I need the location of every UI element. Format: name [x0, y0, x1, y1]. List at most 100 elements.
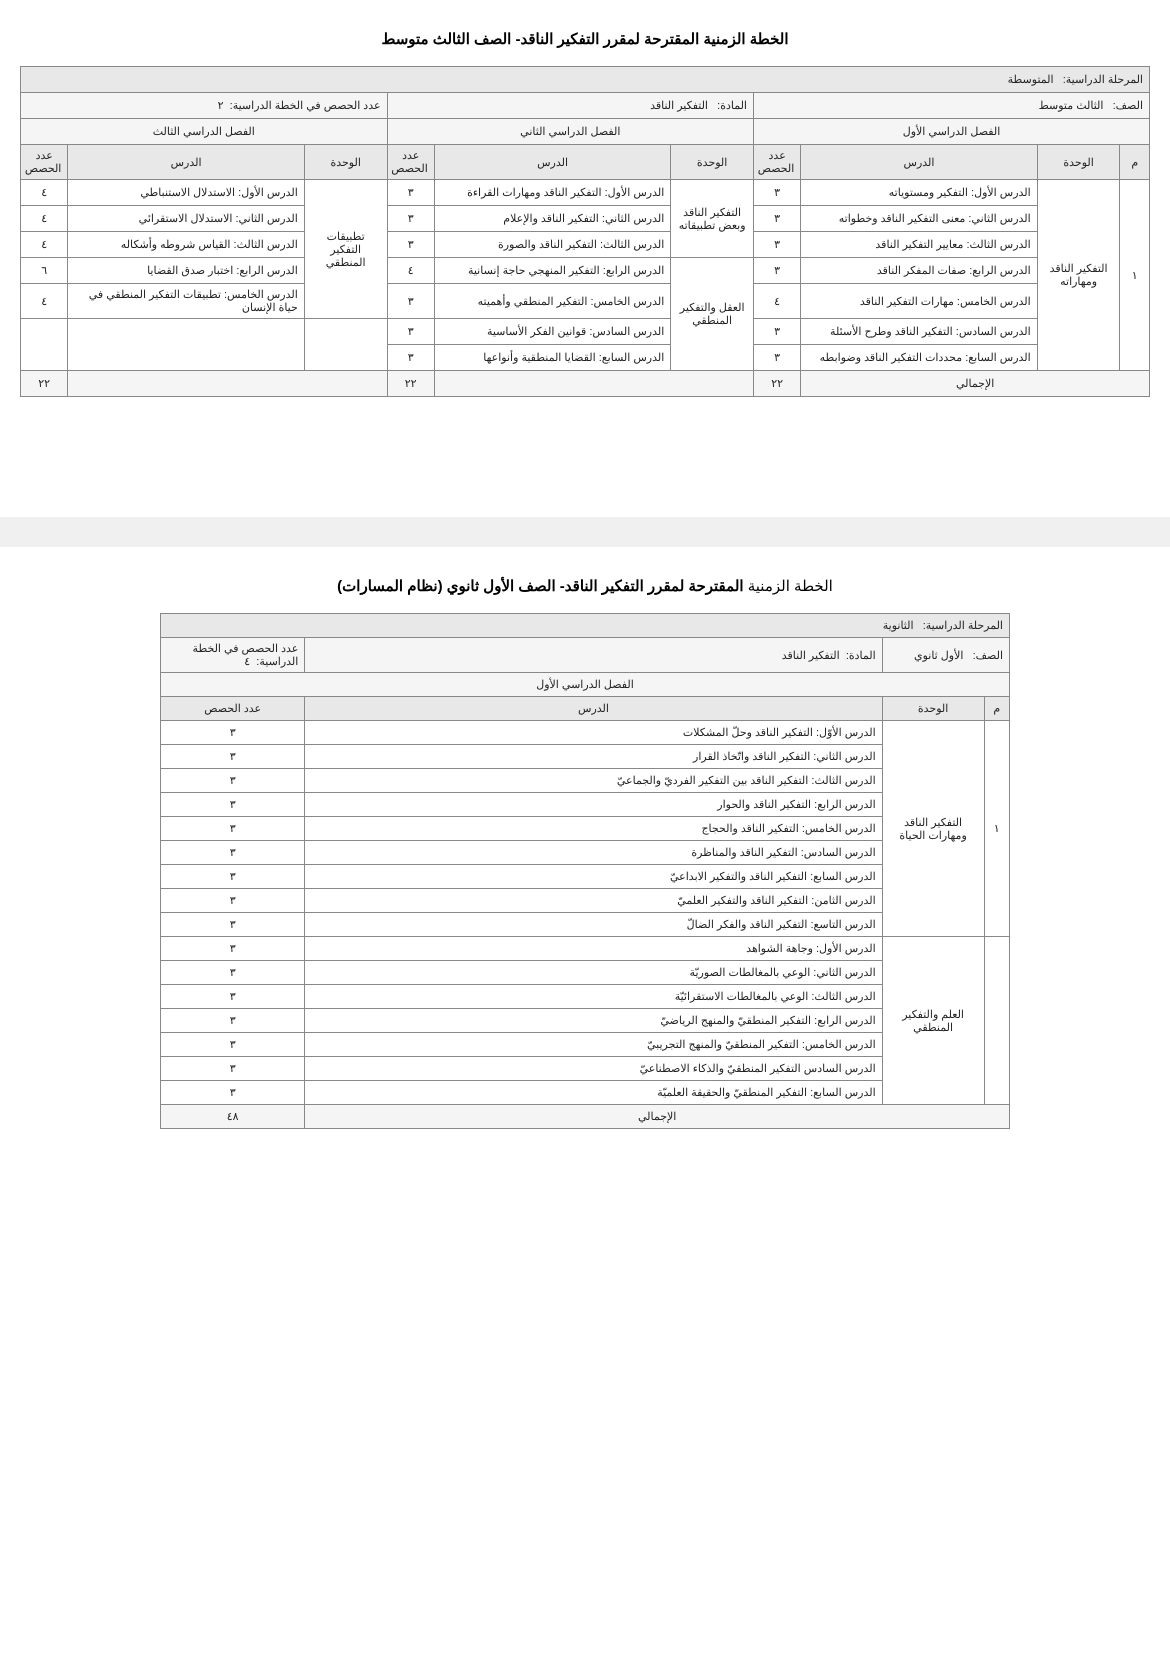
table-row: الدرس الثاني: الوعي بالمغالطات الصوريّة٣ — [161, 961, 1010, 985]
hours-cell: ٣ — [754, 206, 801, 232]
hours-cell: ٣ — [161, 793, 305, 817]
sem2-unit1: التفكير الناقد وبعض تطبيقاته — [671, 180, 754, 258]
col-hours-2: عدد الحصص — [387, 145, 434, 180]
lesson-cell: الدرس السابع: القضايا المنطقية وأنواعها — [434, 345, 670, 371]
page-1: الخطة الزمنية المقترحة لمقرر التفكير الن… — [0, 0, 1170, 477]
col-num: م — [1120, 145, 1150, 180]
lesson-cell: الدرس الثامن: التفكير الناقد والتفكير ال… — [305, 889, 882, 913]
page-2: الخطة الزمنية المقترحة لمقرر التفكير الن… — [0, 547, 1170, 1209]
col-unit-3: الوحدة — [304, 145, 387, 180]
hours-cell: ٣ — [161, 1057, 305, 1081]
table-row: الدرس السابع: التفكير الناقد والتفكير ال… — [161, 865, 1010, 889]
table-row: الدرس الثاني: التفكير الناقد واتّخاذ الق… — [161, 745, 1010, 769]
lesson-cell: الدرس الرابع: اختبار صدق القضايا — [68, 258, 304, 284]
sem1-unit: التفكير الناقد ومهاراته — [1037, 180, 1120, 371]
grade-cell: الصف: الثالث متوسط — [754, 93, 1150, 119]
col-hours: عدد الحصص — [161, 697, 305, 721]
total-row: الإجمالي ٤٨ — [161, 1105, 1010, 1129]
lesson-cell: الدرس الخامس: التفكير الناقد والحجاج — [305, 817, 882, 841]
table-row: الدرس الرابع: التفكير المنطقيّ والمنهج ا… — [161, 1009, 1010, 1033]
col-num: م — [984, 697, 1009, 721]
table-row: الدرس الثالث: الوعي بالمغالطات الاستقرائ… — [161, 985, 1010, 1009]
hours-cell: ٣ — [754, 232, 801, 258]
lesson-cell: الدرس التاسع: التفكير الناقد والفكر الضا… — [305, 913, 882, 937]
lesson-cell: الدرس السادس: التفكير الناقد والمناظرة — [305, 841, 882, 865]
hours-cell: ٣ — [161, 889, 305, 913]
lesson-cell: الدرس الرابع: التفكير الناقد والحوار — [305, 793, 882, 817]
hours-cell: ٣ — [387, 206, 434, 232]
table-row: الدرس الخامس: مهارات التفكير الناقد ٤ ال… — [21, 284, 1150, 319]
grade-cell: الصف: الأول ثانوي — [882, 638, 1009, 673]
sem-header: الفصل الدراسي الأول — [161, 673, 1010, 697]
lesson-cell: الدرس الرابع: التفكير المنطقيّ والمنهج ا… — [305, 1009, 882, 1033]
table-row: ١ التفكير الناقد ومهارات الحياة الدرس ال… — [161, 721, 1010, 745]
hours-cell: ٣ — [161, 769, 305, 793]
lesson-cell: الدرس الثالث: التفكير الناقد بين التفكير… — [305, 769, 882, 793]
col-lesson: الدرس — [305, 697, 882, 721]
table2: المرحلة الدراسية: الثانوية الصف: الأول ث… — [160, 613, 1010, 1129]
empty-cell — [304, 319, 387, 371]
col-hours-3: عدد الحصص — [21, 145, 68, 180]
hours-cell: ٣ — [161, 865, 305, 889]
hours-cell: ٤ — [21, 180, 68, 206]
hours-cell: ٣ — [161, 841, 305, 865]
table-row: الدرس الرابع: صفات المفكر الناقد ٣ العقل… — [21, 258, 1150, 284]
table-row: الدرس الثامن: التفكير الناقد والتفكير ال… — [161, 889, 1010, 913]
table1: المرحلة الدراسية: المتوسطة الصف: الثالث … — [20, 66, 1150, 397]
lesson-cell: الدرس الخامس: مهارات التفكير الناقد — [801, 284, 1037, 319]
sem3-header: الفصل الدراسي الثالث — [21, 119, 388, 145]
lesson-cell: الدرس السادس: التفكير الناقد وطرح الأسئل… — [801, 319, 1037, 345]
table-row: الدرس الرابع: التفكير الناقد والحوار٣ — [161, 793, 1010, 817]
row-num: ١ — [984, 721, 1009, 937]
lesson-cell: الدرس السابع: محددات التفكير الناقد وضوا… — [801, 345, 1037, 371]
hours-cell: ٤ — [21, 232, 68, 258]
table-row: الدرس السادس: التفكير الناقد والمناظرة٣ — [161, 841, 1010, 865]
hours-cell: ٣ — [387, 319, 434, 345]
subject-cell: المادة: التفكير الناقد — [387, 93, 753, 119]
total-1: ٢٢ — [754, 371, 801, 397]
lesson-cell: الدرس السادس التفكير المنطقيّ والذكاء ال… — [305, 1057, 882, 1081]
hours-cell: ٣ — [754, 180, 801, 206]
total-3: ٢٢ — [21, 371, 68, 397]
lesson-cell: الدرس الثاني: التفكير الناقد والإعلام — [434, 206, 670, 232]
table-row: الدرس الثالث: معايير التفكير الناقد ٣ ال… — [21, 232, 1150, 258]
lesson-cell: الدرس الثالث: معايير التفكير الناقد — [801, 232, 1037, 258]
lesson-cell: الدرس السادس: قوانين الفكر الأساسية — [434, 319, 670, 345]
row-num: ١ — [1120, 180, 1150, 371]
lesson-cell: الدرس الثاني: الوعي بالمغالطات الصوريّة — [305, 961, 882, 985]
lesson-cell: الدرس الخامس: التفكير المنطقيّ والمنهج ا… — [305, 1033, 882, 1057]
lesson-cell: الدرس الرابع: صفات المفكر الناقد — [801, 258, 1037, 284]
col-lesson-2: الدرس — [434, 145, 670, 180]
lesson-cell: الدرس الأوّل: التفكير الناقد وحلّ المشكل… — [305, 721, 882, 745]
lesson-cell: الدرس الثاني: التفكير الناقد واتّخاذ الق… — [305, 745, 882, 769]
hours-cell: ٣ — [387, 345, 434, 371]
table-row: الدرس الثاني: معنى التفكير الناقد وخطوات… — [21, 206, 1150, 232]
stage-value: المتوسطة — [1008, 74, 1054, 86]
col-unit-2: الوحدة — [671, 145, 754, 180]
hours-cell: ٣ — [161, 913, 305, 937]
lesson-cell: الدرس الأول: وجاهة الشواهد — [305, 937, 882, 961]
empty-cell — [434, 371, 753, 397]
lesson-cell: الدرس الثاني: الاستدلال الاستقرائي — [68, 206, 304, 232]
lesson-cell: الدرس الأول: التفكير ومستوياته — [801, 180, 1037, 206]
hours-cell: ٣ — [387, 232, 434, 258]
sem1-header: الفصل الدراسي الأول — [754, 119, 1150, 145]
empty-cell — [21, 319, 68, 371]
table-row: الدرس الخامس: التفكير المنطقيّ والمنهج ا… — [161, 1033, 1010, 1057]
lesson-cell: الدرس الثالث: القياس شروطه وأشكاله — [68, 232, 304, 258]
empty-cell — [68, 371, 387, 397]
total-value: ٤٨ — [161, 1105, 305, 1129]
table-row: الدرس السادس: التفكير الناقد وطرح الأسئل… — [21, 319, 1150, 345]
hours-cell: ٣ — [754, 319, 801, 345]
table-row: الدرس التاسع: التفكير الناقد والفكر الضا… — [161, 913, 1010, 937]
table1-title: الخطة الزمنية المقترحة لمقرر التفكير الن… — [20, 30, 1150, 48]
hours-cell: ٣ — [387, 284, 434, 319]
hours-cell: ٤ — [387, 258, 434, 284]
col-unit-1: الوحدة — [1037, 145, 1120, 180]
lesson-cell: الدرس الأول: التفكير الناقد ومهارات القر… — [434, 180, 670, 206]
hours-cell: ٣ — [161, 1009, 305, 1033]
stage-row: المرحلة الدراسية: المتوسطة — [21, 67, 1150, 93]
stage-label: المرحلة الدراسية: — [1063, 74, 1143, 86]
count-cell: عدد الحصص في الخطة الدراسية: ٤ — [161, 638, 305, 673]
col-hours-1: عدد الحصص — [754, 145, 801, 180]
